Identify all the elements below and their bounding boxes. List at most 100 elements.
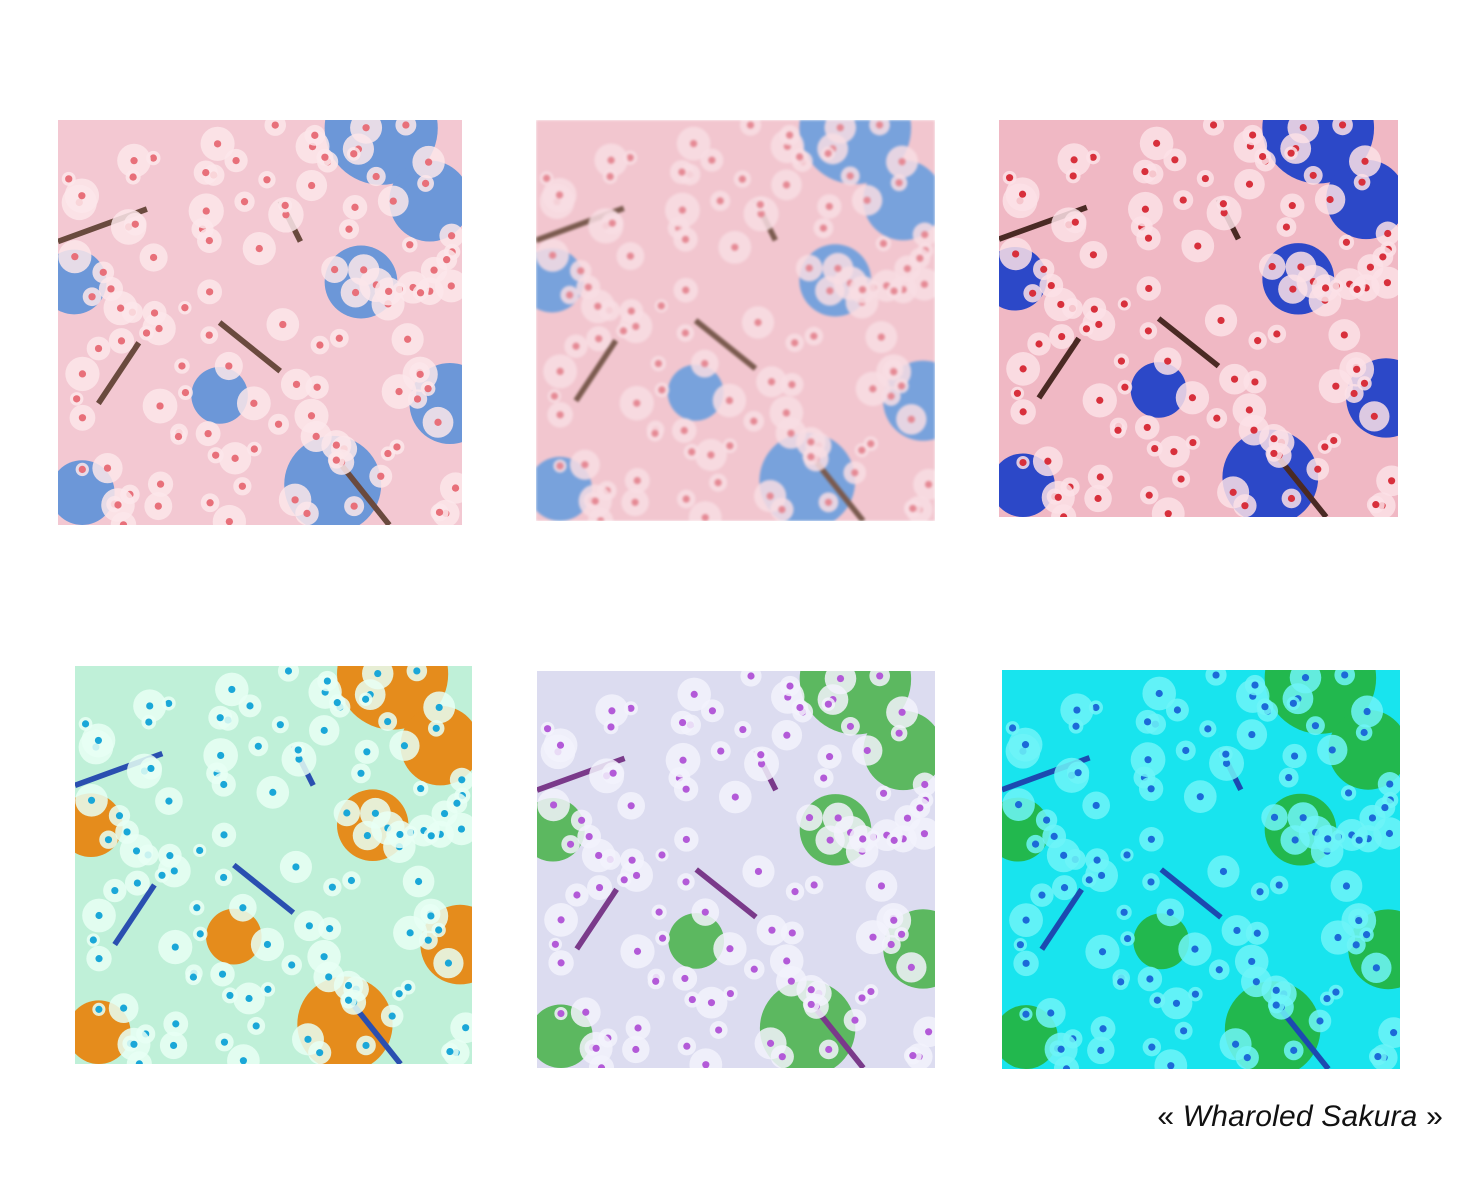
- blossom: [1317, 734, 1348, 766]
- blossom: [677, 677, 712, 712]
- blossom: [670, 710, 695, 735]
- blossom: [647, 973, 664, 990]
- blossom: [1378, 1017, 1400, 1049]
- blossom: [1032, 446, 1063, 477]
- blossom: [1280, 825, 1310, 855]
- blossom: [69, 392, 84, 406]
- blossom: [709, 473, 728, 492]
- blossom: [422, 406, 454, 438]
- blossom: [1233, 494, 1257, 517]
- blossom: [1267, 324, 1287, 344]
- blossom: [1173, 190, 1194, 211]
- blossom: [999, 237, 1032, 271]
- blossom: [1204, 304, 1238, 337]
- blossom: [158, 843, 182, 868]
- blossom: [1068, 718, 1084, 734]
- blossom: [543, 728, 578, 763]
- blossom: [601, 211, 624, 235]
- blossom: [840, 716, 860, 736]
- blossom: [210, 961, 235, 987]
- blossom: [903, 1046, 922, 1065]
- blossom: [712, 383, 747, 418]
- blossom: [1346, 935, 1366, 955]
- blossom: [1311, 274, 1340, 302]
- blossom: [785, 882, 805, 901]
- blossom: [785, 333, 804, 353]
- blossom: [418, 930, 438, 950]
- blossom: [1142, 676, 1177, 711]
- sakura-tile-original-noisy: [58, 120, 462, 525]
- blossom: [802, 996, 820, 1013]
- blossom: [1117, 297, 1131, 311]
- blossom: [655, 930, 670, 946]
- blossom: [329, 328, 349, 348]
- blossom: [188, 193, 224, 229]
- blossom: [117, 1027, 151, 1061]
- blossom: [536, 238, 569, 272]
- blossom: [1308, 1009, 1332, 1033]
- blossom: [309, 715, 340, 746]
- blossom: [81, 723, 116, 758]
- blossom: [1120, 931, 1135, 946]
- blossom: [881, 934, 901, 955]
- blossom: [1349, 145, 1382, 178]
- blossom: [743, 410, 765, 432]
- blossom: [753, 747, 768, 762]
- blossom: [423, 828, 439, 844]
- blossom: [824, 671, 857, 695]
- blossom: [890, 724, 908, 742]
- blossom: [65, 356, 100, 392]
- blossom: [616, 242, 645, 271]
- blossom: [912, 222, 935, 247]
- blossom: [139, 243, 168, 272]
- blossom: [537, 788, 570, 822]
- artwork-caption: « Wharoled Sakura »: [1157, 1100, 1443, 1134]
- blossom: [1349, 281, 1365, 298]
- branch: [574, 887, 619, 951]
- blossom: [1082, 297, 1107, 321]
- blossom: [1087, 1036, 1115, 1065]
- blossom: [1081, 872, 1097, 888]
- blossom: [548, 937, 563, 951]
- blossom: [620, 848, 644, 872]
- blossom: [362, 666, 394, 690]
- blossom: [779, 675, 801, 697]
- blossom: [1064, 211, 1087, 234]
- blossom: [909, 247, 931, 269]
- blossom: [709, 1021, 728, 1039]
- blossom: [577, 824, 602, 849]
- blossom: [564, 334, 588, 359]
- blossom: [260, 982, 276, 997]
- blossom: [802, 448, 820, 466]
- sakura-tile-blurred: [536, 120, 935, 521]
- blossom: [1044, 1032, 1078, 1066]
- blossom: [1355, 724, 1373, 741]
- blossom: [1344, 383, 1364, 404]
- blossom: [756, 914, 788, 946]
- blossom: [1256, 698, 1274, 716]
- blossom: [1303, 165, 1323, 185]
- blossom: [1117, 379, 1133, 395]
- blossom: [402, 865, 435, 898]
- blossom: [1306, 457, 1330, 481]
- blossom: [1082, 383, 1117, 418]
- blossom: [1153, 347, 1182, 375]
- blossom: [304, 124, 326, 146]
- blossom: [595, 694, 629, 728]
- blossom: [154, 868, 170, 883]
- blossom: [338, 219, 360, 240]
- caption-title: Wharoled Sakura: [1182, 1100, 1418, 1133]
- blossom: [1359, 401, 1390, 432]
- blossom: [214, 868, 233, 887]
- blossom: [1372, 246, 1394, 268]
- blossom: [310, 335, 330, 355]
- blossom: [317, 670, 338, 692]
- blossom: [1207, 855, 1240, 888]
- blossom: [1116, 904, 1132, 920]
- blossom: [158, 929, 193, 965]
- blossom: [1371, 266, 1398, 299]
- blossom: [543, 354, 578, 389]
- blossom: [1205, 670, 1227, 686]
- blossom: [753, 197, 768, 212]
- blossom: [673, 277, 698, 303]
